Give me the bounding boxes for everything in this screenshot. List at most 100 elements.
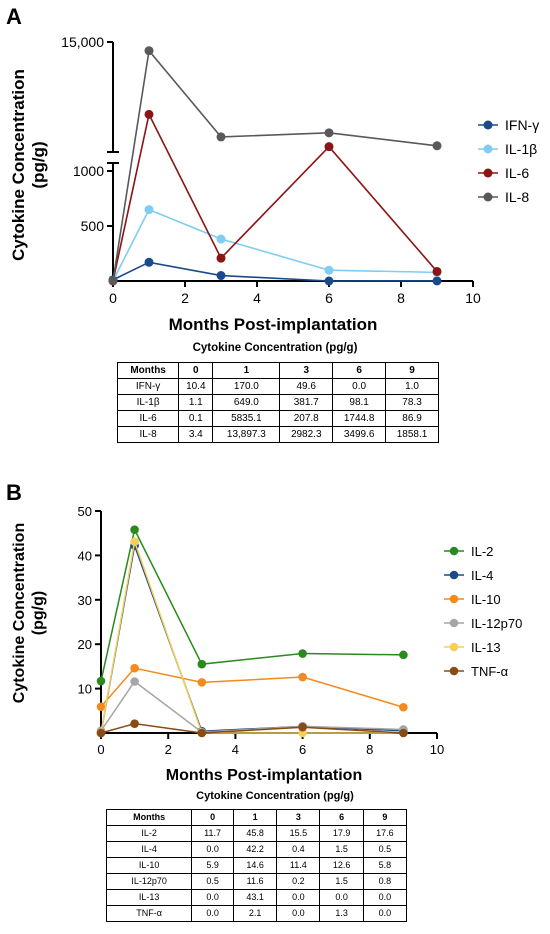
table-header-cell: 6 <box>319 809 364 826</box>
legend-swatch-il-12p70 <box>449 618 459 628</box>
table-row: IFN-γ 10.4 170.0 49.6 0.0 1.0 <box>116 378 439 395</box>
table-row: TNF-α 0.0 2.1 0.0 1.3 0.0 <box>105 905 408 922</box>
data-point-il-6 <box>216 253 226 263</box>
x-axis-label: Months Post-implantation <box>166 767 362 784</box>
data-point-il-1 <box>324 265 334 275</box>
table-row: IL-13 0.0 43.1 0.0 0.0 0.0 <box>105 889 408 906</box>
table-a-caption: Cytokine Concentration (pg/g) <box>192 342 358 354</box>
legend-label-il-8: IL-8 <box>505 189 529 205</box>
table-cell: 5.8 <box>362 857 408 874</box>
table-cell: 0.0 <box>362 905 408 922</box>
table-row-label: IL-10 <box>105 857 193 874</box>
table-header-cell: Months <box>116 362 180 379</box>
x-tick-label: 2 <box>181 290 189 306</box>
x-tick-label: 0 <box>97 742 104 757</box>
data-point-ifn <box>144 257 154 267</box>
data-point-il-13 <box>130 537 139 546</box>
data-point-tnf <box>197 728 207 738</box>
y-axis-label: Cytokine Concentration(pg/g) <box>9 69 48 261</box>
legend-label-il-4: IL-4 <box>471 568 493 583</box>
table-header-cell: 6 <box>332 362 387 379</box>
y-tick-label: 40 <box>78 548 92 563</box>
legend-swatch-il-2 <box>449 546 459 556</box>
table-row: IL-10 5.9 14.6 11.4 12.6 5.8 <box>105 857 408 874</box>
data-point-il-10 <box>130 663 139 673</box>
chart-b: 0 2 4 6 8 10 10 20 30 40 50 Months Post-implantatio… <box>11 504 522 784</box>
data-point-il-1 <box>144 205 154 215</box>
data-point-tnf <box>130 719 139 728</box>
y-axis-label-line: (pg/g) <box>30 591 47 635</box>
legend-swatch-il-6 <box>483 168 493 178</box>
table-header-cell: 9 <box>385 362 439 379</box>
table-row-label: IL-6 <box>116 410 180 427</box>
table-cell: 0.0 <box>191 841 234 858</box>
table-row-label: IL-1β <box>116 394 180 411</box>
legend-swatch-il-10 <box>449 594 459 604</box>
table-cell: 0.5 <box>362 841 408 858</box>
y-axis-label-line: Cytokine Concentration <box>9 69 28 261</box>
table-cell: 10.4 <box>178 378 214 395</box>
table-row-label: IL-12p70 <box>105 873 193 890</box>
data-point-il-6 <box>324 142 334 152</box>
x-tick-label: 4 <box>232 742 239 757</box>
table-cell: 0.4 <box>276 841 321 858</box>
x-tick-label: 10 <box>430 742 444 757</box>
legend-label-il-6: IL-6 <box>505 165 529 181</box>
table-cell: 13,897.3 <box>212 426 281 443</box>
table-cell: 0.8 <box>362 873 408 890</box>
data-point-il-8 <box>432 141 442 151</box>
legend-label-il-13: IL-13 <box>471 640 501 655</box>
legend-label-ifn: IFN-γ <box>505 117 539 133</box>
data-point-il-2 <box>399 650 408 660</box>
table-cell: 3.4 <box>178 426 214 443</box>
data-point-tnf <box>96 728 106 738</box>
table-cell: 17.6 <box>362 825 408 842</box>
table-header-row: Months 0 1 3 6 9 <box>105 809 408 826</box>
table-a: Months 0 1 3 6 9 IFN-γ 10.4 170.0 49.6 0.0 1.0 IL-1β… <box>116 362 439 443</box>
table-cell: 78.3 <box>385 394 439 411</box>
legend-swatch-ifn <box>483 120 493 130</box>
table-cell: 0.0 <box>362 889 408 906</box>
table-b-caption: Cytokine Concentration (pg/g) <box>196 790 354 802</box>
legend-swatch-il-1 <box>483 144 493 154</box>
x-tick-label: 2 <box>165 742 172 757</box>
table-cell: 0.0 <box>332 378 387 395</box>
table-cell: 2.1 <box>232 905 278 922</box>
legend-swatch-il-8 <box>483 192 493 202</box>
x-tick-label: 8 <box>397 290 405 306</box>
legend-swatch-il-13 <box>449 642 459 652</box>
table-cell: 3499.6 <box>332 426 387 443</box>
table-cell: 43.1 <box>232 889 278 906</box>
table-cell: 49.6 <box>279 378 334 395</box>
table-cell: 1.1 <box>178 394 214 411</box>
table-cell: 381.7 <box>279 394 334 411</box>
table-cell: 1858.1 <box>385 426 439 443</box>
table-cell: 86.9 <box>385 410 439 427</box>
legend-label-il-2: IL-2 <box>471 544 493 559</box>
x-tick-label: 6 <box>299 742 306 757</box>
y-tick-label: 500 <box>81 218 105 234</box>
table-row-label: IL-2 <box>105 825 193 842</box>
table-cell: 11.7 <box>191 825 234 842</box>
y-axis-label-line: (pg/g) <box>29 141 48 188</box>
data-point-il-8 <box>216 132 226 142</box>
table-cell: 11.6 <box>232 873 278 890</box>
table-cell: 207.8 <box>279 410 334 427</box>
table-cell: 5.9 <box>191 857 234 874</box>
y-axis-label-line: Cytokine Concentration <box>11 523 28 703</box>
x-tick-label: 10 <box>465 290 481 306</box>
legend-label-tnf: TNF-α <box>471 664 509 679</box>
table-cell: 42.2 <box>232 841 278 858</box>
table-row-label: IFN-γ <box>116 378 180 395</box>
table-cell: 0.0 <box>276 889 321 906</box>
data-point-il-1 <box>216 234 226 244</box>
y-axis-label: Cytokine Concentration(pg/g) <box>11 523 47 703</box>
table-cell: 11.4 <box>276 857 321 874</box>
table-cell: 98.1 <box>332 394 387 411</box>
series-line-il-12p70 <box>100 680 404 733</box>
table-cell: 649.0 <box>212 394 281 411</box>
legend-swatch-tnf <box>449 666 459 676</box>
table-row: IL-2 11.7 45.8 15.5 17.9 17.6 <box>105 825 408 842</box>
legend-swatch-il-4 <box>449 570 459 580</box>
series-line-il-1 <box>112 208 438 282</box>
